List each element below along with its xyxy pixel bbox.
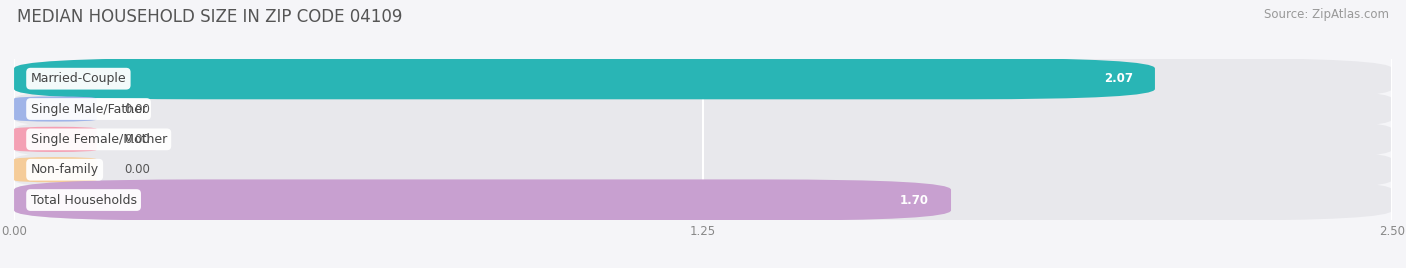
Text: Source: ZipAtlas.com: Source: ZipAtlas.com	[1264, 8, 1389, 21]
Text: 0.00: 0.00	[124, 163, 150, 176]
FancyBboxPatch shape	[14, 157, 97, 182]
Text: Single Female/Mother: Single Female/Mother	[31, 133, 167, 146]
Text: Single Male/Father: Single Male/Father	[31, 103, 146, 116]
FancyBboxPatch shape	[14, 127, 97, 152]
FancyBboxPatch shape	[14, 96, 97, 122]
FancyBboxPatch shape	[14, 149, 1392, 190]
Text: Total Households: Total Households	[31, 193, 136, 207]
FancyBboxPatch shape	[14, 58, 1392, 99]
Text: Married-Couple: Married-Couple	[31, 72, 127, 85]
FancyBboxPatch shape	[14, 179, 950, 221]
FancyBboxPatch shape	[14, 119, 1392, 160]
Text: 2.07: 2.07	[1104, 72, 1133, 85]
Text: 0.00: 0.00	[124, 133, 150, 146]
Text: Non-family: Non-family	[31, 163, 98, 176]
Text: 0.00: 0.00	[124, 103, 150, 116]
FancyBboxPatch shape	[14, 88, 1392, 130]
Text: 1.70: 1.70	[900, 193, 929, 207]
FancyBboxPatch shape	[14, 58, 1154, 99]
Text: MEDIAN HOUSEHOLD SIZE IN ZIP CODE 04109: MEDIAN HOUSEHOLD SIZE IN ZIP CODE 04109	[17, 8, 402, 26]
FancyBboxPatch shape	[14, 179, 1392, 221]
